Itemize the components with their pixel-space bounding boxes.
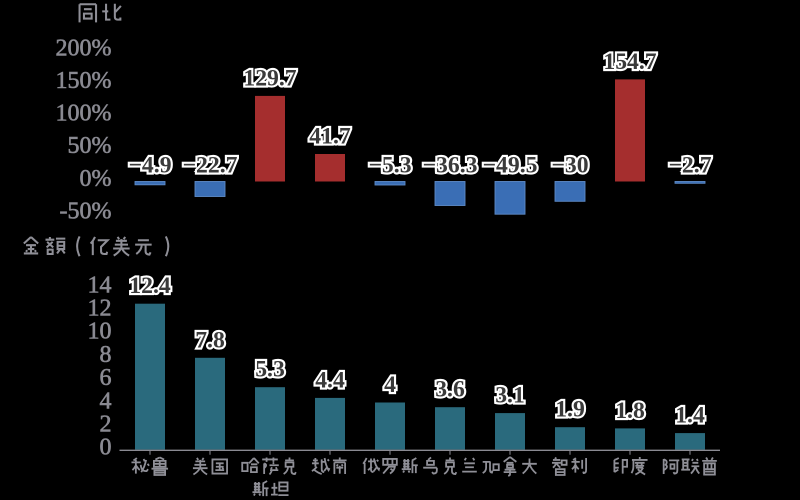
- svg-text:3.1: 3.1: [495, 383, 525, 409]
- svg-text:4.4: 4.4: [315, 367, 345, 393]
- svg-text:200%: 200%: [56, 36, 112, 62]
- svg-text:150%: 150%: [56, 68, 112, 94]
- svg-text:1.9: 1.9: [555, 397, 585, 423]
- svg-text:3.6: 3.6: [435, 377, 465, 403]
- svg-text:−22.7: −22.7: [183, 153, 238, 179]
- svg-text:129.7: 129.7: [243, 66, 296, 92]
- svg-text:-50%: -50%: [60, 199, 112, 225]
- svg-text:−49.5: −49.5: [483, 153, 538, 179]
- svg-text:5.3: 5.3: [255, 357, 285, 383]
- svg-text:14: 14: [88, 272, 112, 298]
- svg-text:−36.3: −36.3: [423, 153, 478, 179]
- svg-text:50%: 50%: [68, 133, 112, 159]
- svg-text:10: 10: [88, 319, 112, 345]
- svg-text:1.4: 1.4: [675, 403, 705, 429]
- svg-text:−30: −30: [551, 153, 588, 179]
- svg-text:−2.7: −2.7: [668, 153, 711, 179]
- svg-text:4: 4: [384, 372, 396, 398]
- svg-text:100%: 100%: [56, 101, 112, 127]
- svg-text:8: 8: [100, 342, 112, 368]
- svg-text:−4.9: −4.9: [128, 153, 171, 179]
- svg-text:4: 4: [100, 388, 112, 414]
- svg-text:7.8: 7.8: [195, 327, 225, 353]
- svg-text:41.7: 41.7: [309, 123, 351, 149]
- svg-text:2: 2: [100, 412, 112, 438]
- svg-text:154.7: 154.7: [603, 49, 656, 75]
- svg-text:1.8: 1.8: [615, 398, 645, 424]
- svg-text:6: 6: [100, 365, 112, 391]
- svg-text:12.4: 12.4: [129, 273, 171, 299]
- svg-text:0: 0: [100, 435, 112, 461]
- svg-text:0%: 0%: [80, 166, 112, 192]
- svg-text:−5.3: −5.3: [368, 153, 411, 179]
- svg-text:12: 12: [88, 296, 112, 322]
